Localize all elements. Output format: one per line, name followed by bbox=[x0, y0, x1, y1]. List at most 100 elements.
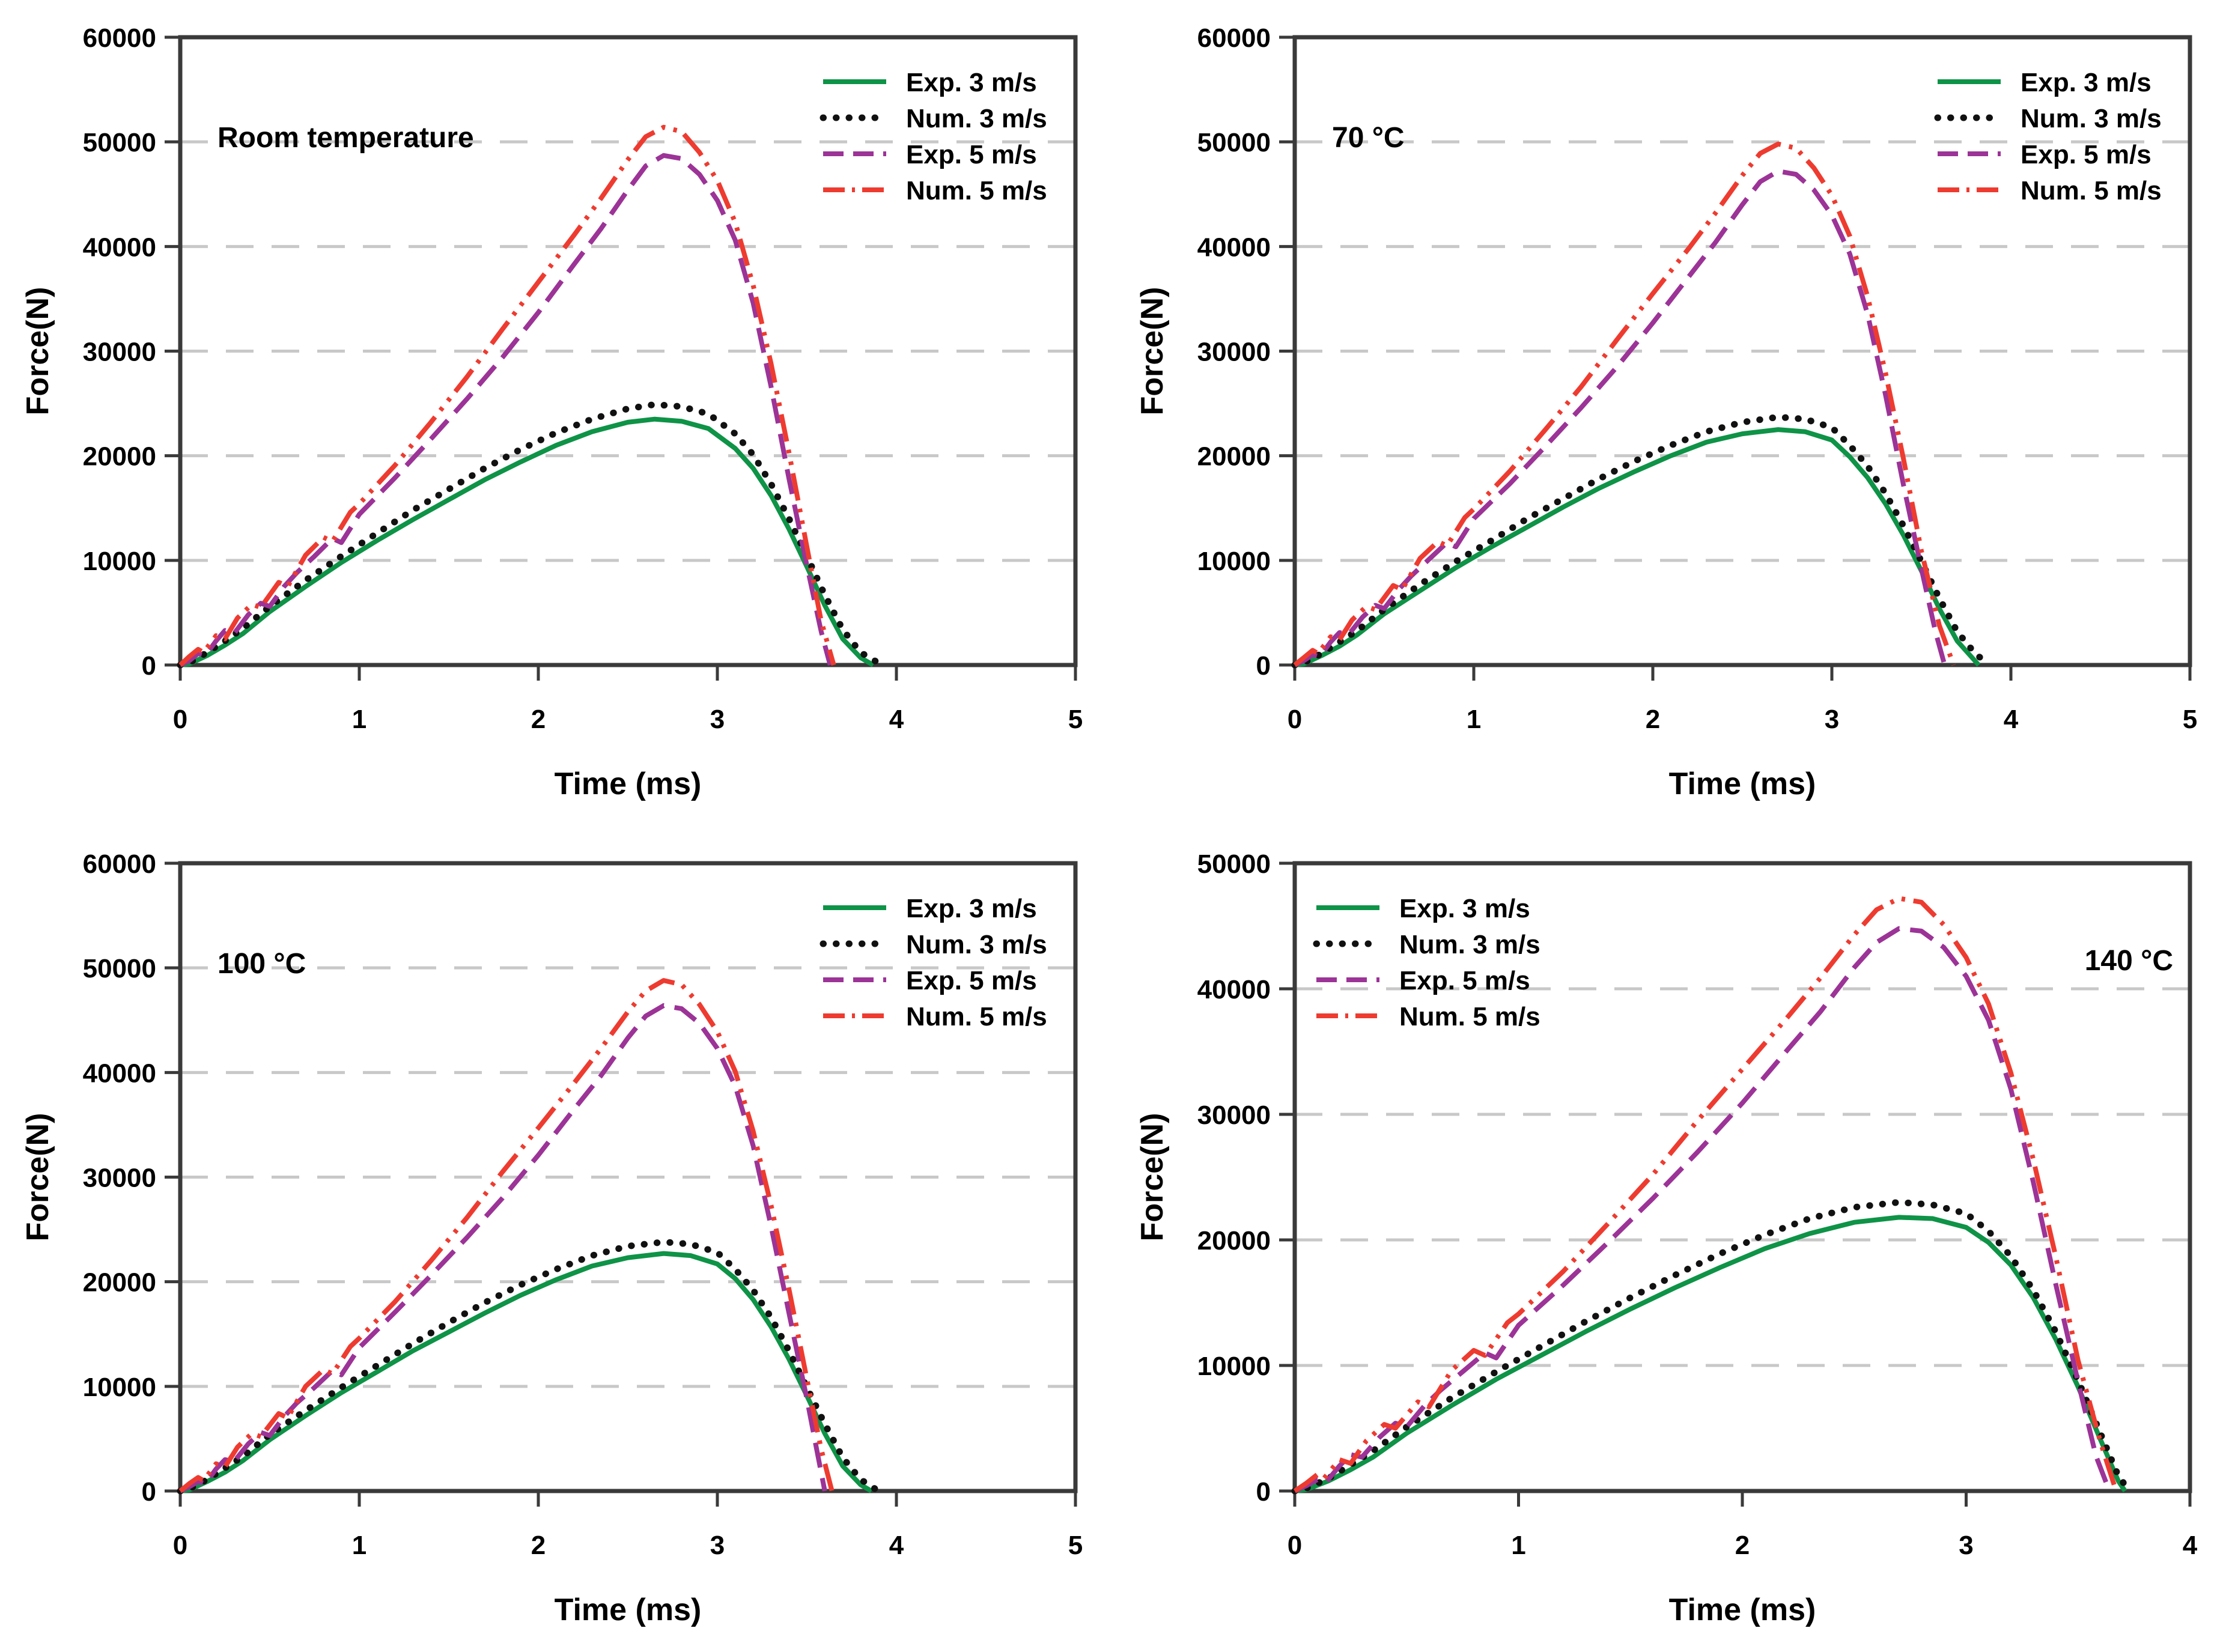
legend: Exp. 3 m/s Num. 3 m/s Exp. 5 m/s Num. 5 m/s bbox=[1934, 68, 2162, 205]
x-axis-title: Time (ms) bbox=[555, 1593, 702, 1627]
legend-item-exp-3-m-s: Exp. 3 m/s bbox=[1316, 894, 1530, 923]
y-tick-label: 50000 bbox=[83, 954, 156, 983]
chart-svg-3: 0 1 2 3 4 0 10000 20000 30000 40000 50000 Time (ms)… bbox=[1135, 849, 2198, 1627]
legend: Exp. 3 m/s Num. 3 m/s Exp. 5 m/s Num. 5 m/s bbox=[1313, 894, 1540, 1031]
series-line-num-3-m-s bbox=[177, 401, 886, 669]
y-tick-label: 30000 bbox=[1197, 338, 1271, 367]
x-axis-title: Time (ms) bbox=[1669, 1593, 1816, 1627]
y-axis-title: Force(N) bbox=[20, 1113, 55, 1242]
x-tick-label: 3 bbox=[710, 705, 725, 734]
series-line-num-5-m-s bbox=[178, 124, 836, 667]
chart-panel-100c: 0 1 2 3 4 5 0 10000 20000 30000 40000 50000 60000 Tim… bbox=[0, 826, 1114, 1652]
series-line-num-3-m-s bbox=[1291, 1198, 2133, 1495]
legend-label: Num. 3 m/s bbox=[906, 930, 1047, 959]
legend-label: Num. 3 m/s bbox=[1399, 930, 1540, 959]
y-tick-label: 60000 bbox=[83, 849, 156, 879]
series-line-exp-3-m-s bbox=[180, 416, 875, 667]
y-tick-label: 40000 bbox=[1197, 975, 1271, 1004]
y-tick-label: 30000 bbox=[83, 1164, 156, 1193]
y-axis-title: Force(N) bbox=[20, 287, 55, 416]
legend-label: Exp. 3 m/s bbox=[2021, 68, 2151, 97]
x-axis-title: Time (ms) bbox=[555, 767, 702, 801]
y-tick-label: 0 bbox=[1256, 1477, 1271, 1507]
x-tick-label: 1 bbox=[1511, 1531, 1525, 1560]
y-tick-label: 50000 bbox=[1197, 128, 1271, 157]
legend-label: Exp. 3 m/s bbox=[906, 68, 1037, 97]
y-tick-label: 40000 bbox=[1197, 232, 1271, 262]
x-tick-label: 0 bbox=[173, 705, 187, 734]
x-tick-label: 5 bbox=[2183, 705, 2197, 734]
chart-panel-140c: 0 1 2 3 4 0 10000 20000 30000 40000 50000 Time (ms)… bbox=[1114, 826, 2229, 1652]
y-tick-label: 0 bbox=[142, 1477, 156, 1507]
x-tick-label: 2 bbox=[531, 1531, 546, 1560]
y-tick-label: 30000 bbox=[83, 338, 156, 367]
legend-item-num-5-m-s: Num. 5 m/s bbox=[1316, 1002, 1540, 1031]
legend-label: Exp. 3 m/s bbox=[906, 894, 1037, 923]
series-line-exp-5-m-s bbox=[179, 153, 833, 667]
y-tick-label: 0 bbox=[1256, 651, 1271, 681]
series-line-num-5-m-s bbox=[1293, 896, 2118, 1493]
y-tick-label: 40000 bbox=[83, 232, 156, 262]
legend-label: Num. 5 m/s bbox=[906, 176, 1047, 205]
y-tick-label: 50000 bbox=[1197, 849, 1271, 879]
y-tick-label: 10000 bbox=[83, 547, 156, 576]
legend-item-num-3-m-s: Num. 3 m/s bbox=[820, 104, 1047, 133]
y-tick-label: 0 bbox=[142, 651, 156, 681]
legend-label: Exp. 5 m/s bbox=[906, 966, 1037, 995]
legend-item-num-3-m-s: Num. 3 m/s bbox=[1934, 104, 2162, 133]
x-tick-label: 0 bbox=[1288, 1531, 1302, 1560]
legend-label: Num. 3 m/s bbox=[2021, 104, 2162, 133]
x-tick-label: 0 bbox=[1288, 705, 1302, 734]
series-line-num-5-m-s bbox=[1293, 141, 1956, 667]
legend-item-num-3-m-s: Num. 3 m/s bbox=[820, 930, 1047, 959]
legend-label: Num. 5 m/s bbox=[906, 1002, 1047, 1031]
chart-panel-room-temperature: 0 1 2 3 4 5 0 10000 20000 30000 40000 50000 60000 Tim… bbox=[0, 0, 1114, 826]
y-axis-title: Force(N) bbox=[1135, 1113, 1170, 1242]
series-line-num-3-m-s bbox=[1291, 413, 1993, 669]
legend-label: Exp. 5 m/s bbox=[906, 140, 1037, 169]
x-tick-label: 4 bbox=[889, 1531, 904, 1560]
legend-label: Exp. 5 m/s bbox=[2021, 140, 2151, 169]
legend-item-num-5-m-s: Num. 5 m/s bbox=[1938, 176, 2162, 205]
chart-title: 140 °C bbox=[2085, 945, 2173, 977]
legend: Exp. 3 m/s Num. 3 m/s Exp. 5 m/s Num. 5 m/s bbox=[820, 894, 1047, 1031]
x-tick-label: 2 bbox=[1646, 705, 1660, 734]
legend-label: Num. 5 m/s bbox=[2021, 176, 2162, 205]
x-tick-label: 1 bbox=[352, 705, 366, 734]
x-tick-label: 3 bbox=[1959, 1531, 1973, 1560]
chart-title: 100 °C bbox=[217, 948, 306, 980]
legend-item-exp-5-m-s: Exp. 5 m/s bbox=[823, 966, 1037, 995]
legend-item-exp-5-m-s: Exp. 5 m/s bbox=[1938, 140, 2151, 169]
legend-item-num-3-m-s: Num. 3 m/s bbox=[1313, 930, 1540, 959]
y-tick-label: 40000 bbox=[83, 1058, 156, 1088]
legend-label: Num. 3 m/s bbox=[906, 104, 1047, 133]
chart-svg-2: 0 1 2 3 4 5 0 10000 20000 30000 40000 50000 60000 Tim… bbox=[20, 849, 1083, 1627]
series-line-num-5-m-s bbox=[178, 978, 835, 1493]
legend-label: Exp. 5 m/s bbox=[1399, 966, 1530, 995]
y-tick-label: 20000 bbox=[83, 1268, 156, 1298]
series-line-exp-3-m-s bbox=[180, 1251, 873, 1493]
y-tick-label: 20000 bbox=[1197, 442, 1271, 472]
series-line-exp-5-m-s bbox=[1294, 168, 1947, 667]
y-tick-label: 30000 bbox=[1197, 1101, 1271, 1130]
legend-label: Num. 5 m/s bbox=[1399, 1002, 1540, 1031]
series-line-exp-5-m-s bbox=[179, 1003, 827, 1493]
series-line-exp-5-m-s bbox=[1294, 926, 2112, 1493]
x-tick-label: 0 bbox=[173, 1531, 187, 1560]
x-tick-label: 4 bbox=[2183, 1531, 2198, 1560]
legend: Exp. 3 m/s Num. 3 m/s Exp. 5 m/s Num. 5 m/s bbox=[820, 68, 1047, 205]
x-tick-label: 4 bbox=[889, 705, 904, 734]
x-tick-label: 2 bbox=[1735, 1531, 1750, 1560]
y-tick-label: 50000 bbox=[83, 128, 156, 157]
y-tick-label: 20000 bbox=[1197, 1226, 1271, 1256]
x-tick-label: 4 bbox=[2004, 705, 2019, 734]
x-tick-label: 3 bbox=[1825, 705, 1839, 734]
legend-item-exp-5-m-s: Exp. 5 m/s bbox=[823, 140, 1037, 169]
legend-item-exp-5-m-s: Exp. 5 m/s bbox=[1316, 966, 1530, 995]
x-axis-title: Time (ms) bbox=[1669, 767, 1816, 801]
series-line-num-3-m-s bbox=[177, 1239, 882, 1495]
y-tick-label: 60000 bbox=[83, 23, 156, 53]
legend-item-num-5-m-s: Num. 5 m/s bbox=[823, 1002, 1047, 1031]
x-tick-label: 5 bbox=[1068, 1531, 1083, 1560]
chart-svg-1: 0 1 2 3 4 5 0 10000 20000 30000 40000 50000 60000 Tim… bbox=[1135, 23, 2197, 801]
